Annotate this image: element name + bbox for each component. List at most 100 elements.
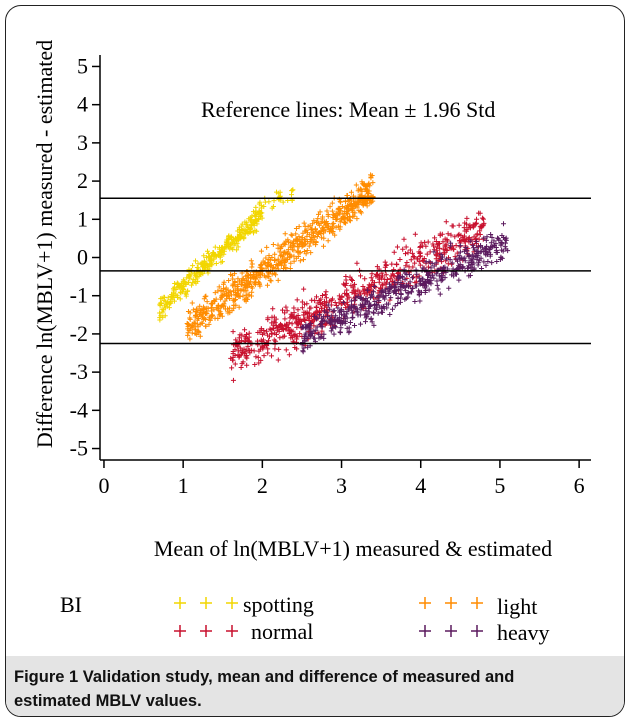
data-point-normal bbox=[456, 222, 462, 228]
data-point-light bbox=[233, 302, 239, 308]
data-point-light bbox=[219, 294, 225, 300]
data-point-heavy bbox=[449, 260, 455, 266]
data-point-light bbox=[189, 330, 195, 336]
data-point-spotting bbox=[197, 271, 203, 277]
data-point-normal bbox=[366, 288, 372, 294]
data-point-heavy bbox=[500, 248, 506, 254]
data-point-heavy bbox=[395, 300, 401, 306]
data-point-normal bbox=[397, 257, 403, 263]
data-point-heavy bbox=[471, 260, 477, 266]
data-point-heavy bbox=[423, 287, 429, 293]
data-point-heavy bbox=[387, 281, 393, 287]
data-point-light bbox=[340, 215, 346, 221]
data-point-heavy bbox=[322, 308, 328, 314]
data-point-heavy bbox=[358, 307, 364, 313]
data-point-light bbox=[358, 187, 364, 193]
y-tick-label: 3 bbox=[77, 130, 88, 155]
data-point-heavy bbox=[468, 238, 474, 244]
data-point-spotting bbox=[254, 228, 260, 234]
data-point-heavy bbox=[308, 321, 314, 327]
data-point-light bbox=[185, 324, 191, 330]
data-point-heavy bbox=[434, 282, 440, 288]
data-point-normal bbox=[292, 331, 298, 337]
data-point-light bbox=[314, 219, 320, 225]
data-point-heavy bbox=[438, 252, 444, 258]
data-point-heavy bbox=[381, 305, 387, 311]
data-point-normal bbox=[430, 243, 436, 249]
data-point-normal bbox=[434, 250, 440, 256]
data-point-normal bbox=[255, 330, 261, 336]
legend-marker-heavy bbox=[419, 625, 431, 637]
data-point-heavy bbox=[491, 238, 497, 244]
data-point-normal bbox=[432, 235, 438, 241]
data-point-light bbox=[249, 285, 255, 291]
data-point-heavy bbox=[466, 254, 472, 260]
data-point-heavy bbox=[358, 294, 364, 300]
data-point-heavy bbox=[393, 287, 399, 293]
data-point-heavy bbox=[379, 309, 385, 315]
data-point-light bbox=[194, 313, 200, 319]
data-point-normal bbox=[442, 242, 448, 248]
data-point-heavy bbox=[327, 306, 333, 312]
data-point-light bbox=[289, 232, 295, 238]
data-point-normal bbox=[317, 301, 323, 307]
data-point-normal bbox=[292, 344, 298, 350]
data-point-light bbox=[293, 236, 299, 242]
data-point-heavy bbox=[433, 271, 439, 277]
x-tick-label: 1 bbox=[178, 473, 189, 498]
data-point-normal bbox=[271, 325, 277, 331]
data-point-normal bbox=[362, 276, 368, 282]
data-point-light bbox=[288, 260, 294, 266]
data-point-normal bbox=[369, 271, 375, 277]
data-point-light bbox=[226, 277, 232, 283]
data-point-heavy bbox=[322, 318, 328, 324]
data-point-normal bbox=[243, 347, 249, 353]
data-point-heavy bbox=[300, 324, 306, 330]
data-point-heavy bbox=[314, 324, 320, 330]
data-point-normal bbox=[409, 250, 415, 256]
data-point-normal bbox=[314, 304, 320, 310]
data-point-spotting bbox=[219, 259, 225, 265]
data-point-normal bbox=[383, 272, 389, 278]
data-point-normal bbox=[437, 245, 443, 251]
data-point-light bbox=[268, 278, 274, 284]
data-point-light bbox=[197, 308, 203, 314]
data-point-normal bbox=[351, 287, 357, 293]
data-point-heavy bbox=[410, 285, 416, 291]
data-point-normal bbox=[289, 321, 295, 327]
data-point-light bbox=[209, 300, 215, 306]
data-point-heavy bbox=[301, 345, 307, 351]
data-point-heavy bbox=[420, 282, 426, 288]
data-point-heavy bbox=[472, 247, 478, 253]
data-point-spotting bbox=[184, 275, 190, 281]
data-point-light bbox=[290, 243, 296, 249]
data-point-normal bbox=[469, 242, 475, 248]
data-point-heavy bbox=[413, 283, 419, 289]
data-point-spotting bbox=[221, 251, 227, 257]
data-point-heavy bbox=[503, 237, 509, 243]
data-point-normal bbox=[401, 236, 407, 242]
data-point-light bbox=[231, 305, 237, 311]
data-point-light bbox=[302, 228, 308, 234]
data-point-heavy bbox=[358, 321, 364, 327]
data-point-normal bbox=[232, 347, 238, 353]
data-point-heavy bbox=[422, 285, 428, 291]
data-point-normal bbox=[343, 277, 349, 283]
legend-marker-light bbox=[471, 597, 483, 609]
data-point-light bbox=[211, 307, 217, 313]
data-point-normal bbox=[379, 282, 385, 288]
data-point-normal bbox=[288, 332, 294, 338]
data-point-heavy bbox=[312, 314, 318, 320]
legend-marker-normal bbox=[226, 625, 238, 637]
data-point-heavy bbox=[329, 325, 335, 331]
data-point-normal bbox=[264, 328, 270, 334]
data-point-light bbox=[203, 310, 209, 316]
data-point-spotting bbox=[174, 280, 180, 286]
data-point-light bbox=[252, 282, 258, 288]
data-point-light bbox=[320, 214, 326, 220]
data-point-spotting bbox=[230, 236, 236, 242]
data-point-spotting bbox=[193, 274, 199, 280]
data-point-light bbox=[228, 292, 234, 298]
data-point-heavy bbox=[489, 260, 495, 266]
data-point-light bbox=[337, 219, 343, 225]
